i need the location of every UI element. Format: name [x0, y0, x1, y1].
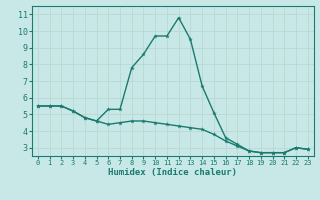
X-axis label: Humidex (Indice chaleur): Humidex (Indice chaleur) [108, 168, 237, 177]
